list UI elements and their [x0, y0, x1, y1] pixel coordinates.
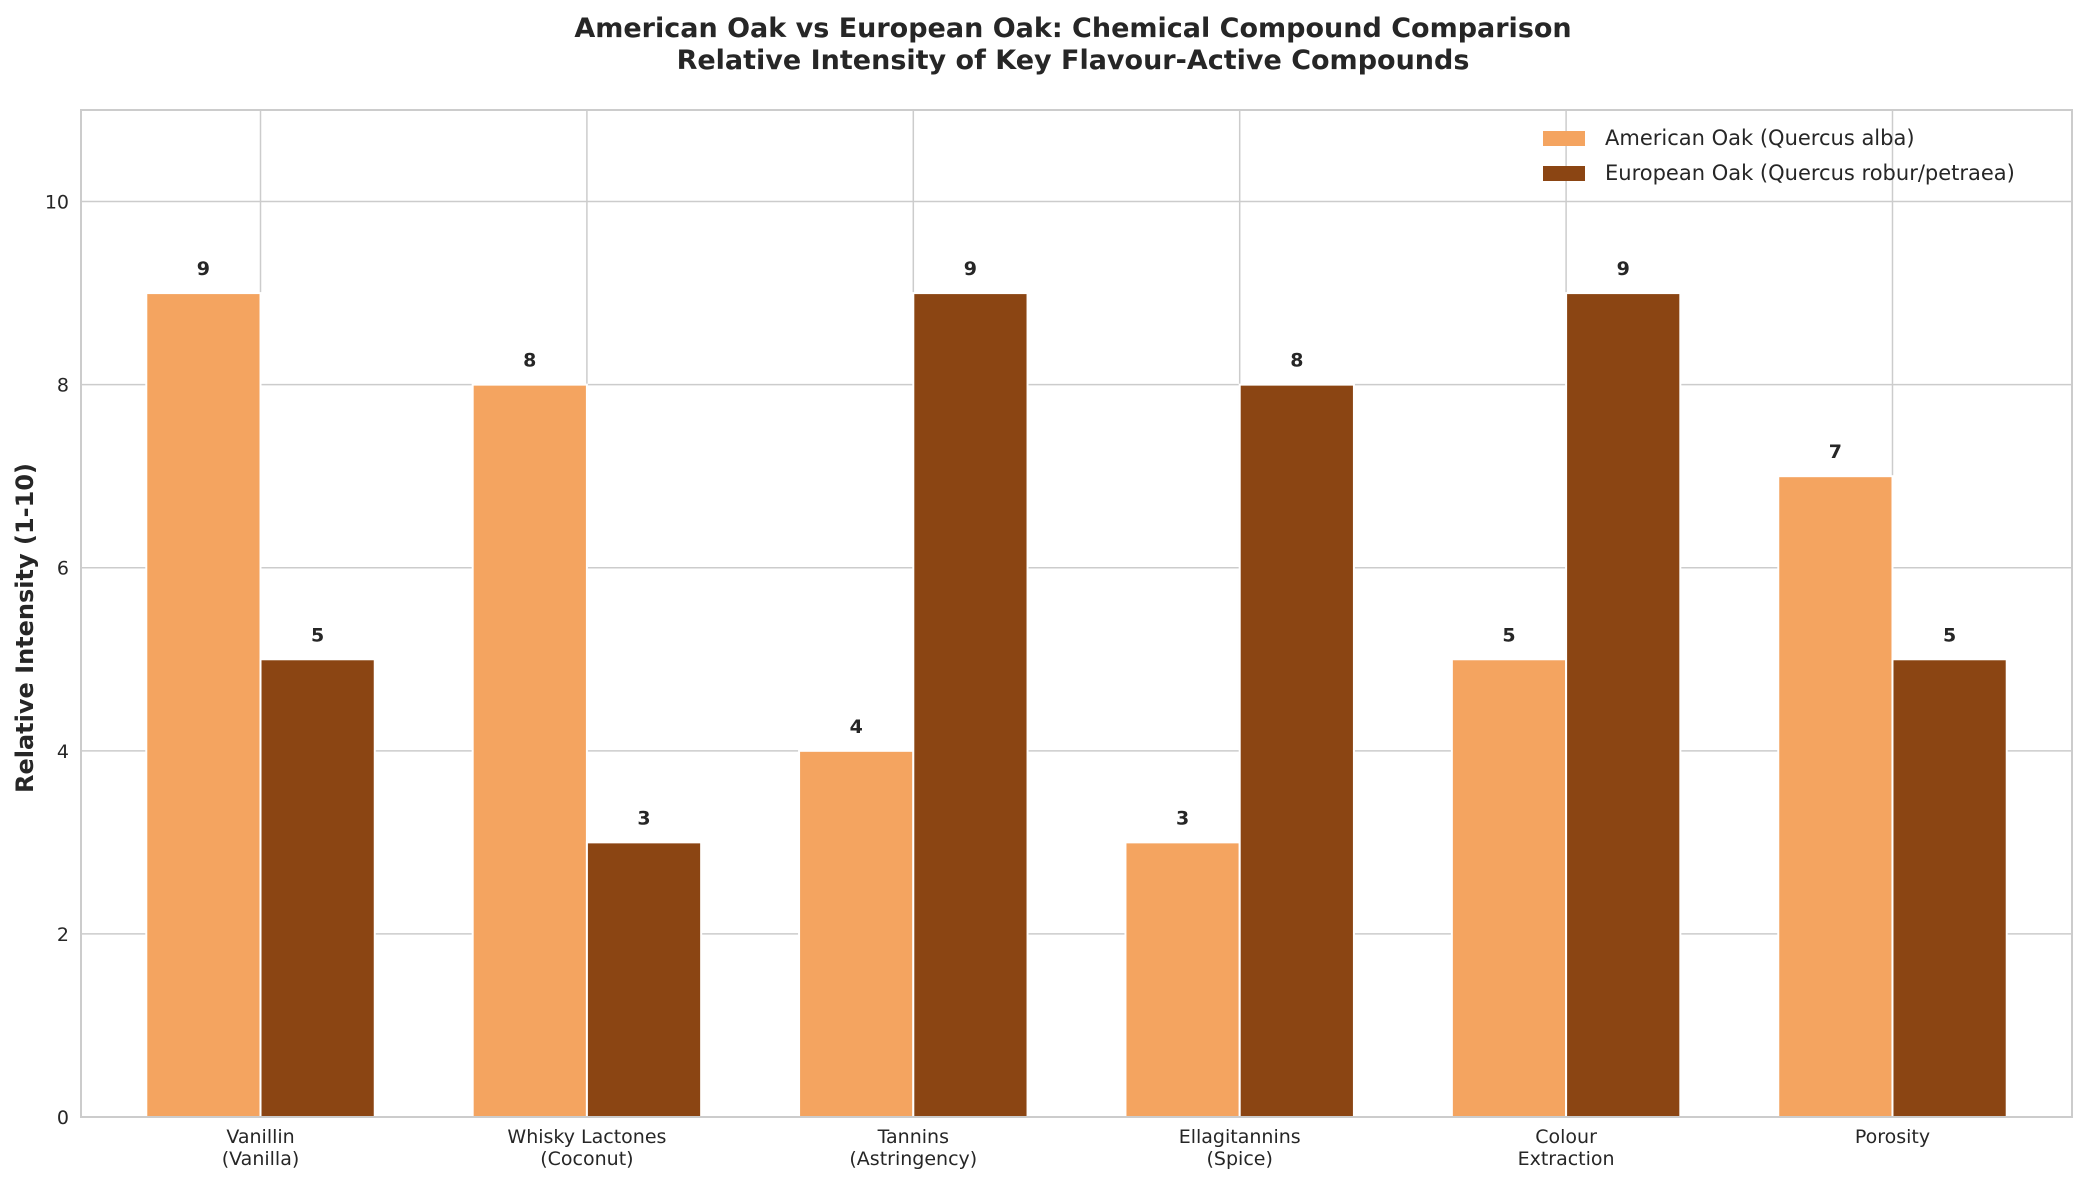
x-tick-label: Whisky Lactones	[507, 1126, 666, 1148]
value-labels: 9 8 4 3 5 7 5 3 9 8 9 5	[197, 258, 1956, 829]
bars	[145, 292, 2008, 1119]
legend-swatch	[1543, 131, 1585, 146]
bar-european-oak	[259, 658, 376, 1118]
bar-value-label: 3	[1176, 807, 1189, 829]
x-tick-label: (Coconut)	[540, 1148, 633, 1170]
bar-value-label: 7	[1829, 441, 1842, 463]
x-tick-label: Vanillin	[226, 1126, 294, 1148]
legend-swatch	[1543, 166, 1585, 181]
bar-american-oak	[145, 292, 262, 1119]
x-tick-label: Extraction	[1518, 1148, 1615, 1170]
bar-value-label: 5	[1943, 624, 1956, 646]
bar-american-oak	[798, 749, 915, 1118]
bar-value-label: 4	[850, 716, 863, 738]
y-tick-label: 2	[57, 924, 69, 946]
y-tick-label: 0	[57, 1107, 69, 1129]
bar-value-label: 5	[311, 624, 324, 646]
bar-american-oak	[1777, 475, 1894, 1118]
grid-lines	[81, 110, 2072, 1118]
legend: American Oak (Quercus alba) European Oak …	[1543, 126, 2015, 185]
legend-label: American Oak (Quercus alba)	[1605, 126, 1915, 150]
bar-european-oak	[1891, 658, 2008, 1118]
y-axis-label: Relative Intensity (1-10)	[11, 463, 39, 793]
bar-value-label: 9	[197, 258, 210, 280]
x-tick-label: Porosity	[1855, 1126, 1930, 1148]
y-tick-label: 6	[57, 558, 69, 580]
bar-value-label: 9	[964, 258, 977, 280]
bar-value-label: 9	[1617, 258, 1630, 280]
bar-american-oak	[1450, 658, 1568, 1118]
x-tick-label: Ellagitannins	[1179, 1126, 1301, 1148]
y-tick-label: 4	[57, 741, 69, 763]
bar-european-oak	[1565, 292, 1682, 1119]
bar-american-oak	[471, 383, 588, 1118]
bar-value-label: 8	[523, 350, 536, 372]
plot-frame	[80, 109, 2073, 1118]
bar-european-oak	[585, 841, 703, 1118]
legend-label: European Oak (Quercus robur/petraea)	[1605, 161, 2015, 185]
x-tick-label: (Vanilla)	[222, 1148, 300, 1170]
bar-european-oak	[912, 292, 1029, 1119]
bar-european-oak	[1238, 383, 1355, 1118]
bar-value-label: 5	[1502, 624, 1515, 646]
x-tick-label: Tannins	[877, 1126, 949, 1148]
y-tick-label: 8	[57, 375, 69, 397]
bar-value-label: 8	[1290, 350, 1303, 372]
chart-subtitle: Relative Intensity of Key Flavour-Active…	[677, 45, 1470, 76]
x-tick-label: (Astringency)	[849, 1148, 977, 1170]
bar-american-oak	[1124, 841, 1241, 1118]
x-tick-label: (Spice)	[1207, 1148, 1273, 1170]
y-tick-label: 10	[45, 192, 69, 214]
bar-value-label: 3	[637, 807, 650, 829]
chart-title: American Oak vs European Oak: Chemical C…	[574, 13, 1571, 44]
x-tick-label: Colour	[1535, 1126, 1597, 1148]
